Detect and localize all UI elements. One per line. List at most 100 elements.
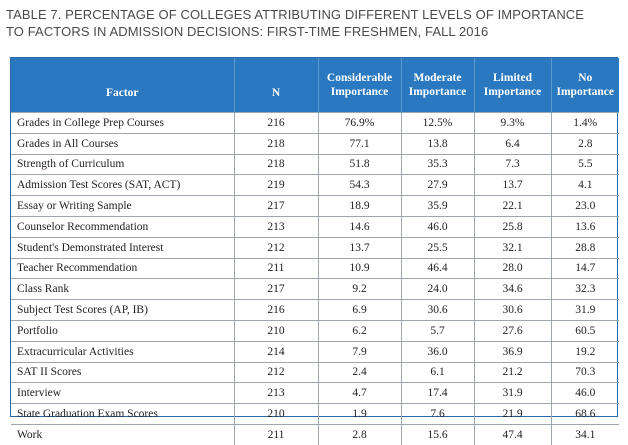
admission-factors-table: Factor N Considerable Importance Moderate… xyxy=(10,57,619,445)
table-row: Teacher Recommendation 211 10.9 46.4 28.0 14.… xyxy=(11,257,619,279)
caption-line-1: TABLE 7. PERCENTAGE OF COLLEGES ATTRIBUT… xyxy=(6,7,585,22)
table-row: SAT II Scores 212 2.4 6.1 21.2 70.3 xyxy=(11,361,619,383)
table-row: Interview 213 4.7 17.4 31.9 46.0 xyxy=(11,382,619,404)
cell-moderate: 17.4 xyxy=(400,382,474,404)
cell-n: 213 xyxy=(233,382,318,404)
cell-none: 28.8 xyxy=(550,236,619,259)
caption-line-2: TO FACTORS IN ADMISSION DECISIONS: FIRST… xyxy=(6,24,489,39)
cell-factor: Grades in All Courses xyxy=(11,132,234,155)
cell-considerable: 14.6 xyxy=(317,215,401,238)
cell-factor: Work xyxy=(11,423,234,445)
header-no: No Importance xyxy=(550,58,619,113)
cell-factor: Teacher Recommendation xyxy=(11,257,234,279)
cell-none: 1.4% xyxy=(550,112,619,134)
table-row: Essay or Writing Sample 217 18.9 35.9 22.1 23… xyxy=(11,195,619,217)
cell-none: 31.9 xyxy=(550,299,619,321)
table-body: Grades in College Prep Courses 216 76.9% 12… xyxy=(11,112,619,445)
cell-n: 216 xyxy=(233,299,318,321)
cell-factor: Admission Test Scores (SAT, ACT) xyxy=(11,174,234,196)
cell-considerable: 4.7 xyxy=(317,382,401,404)
cell-limited: 36.9 xyxy=(473,340,551,363)
table-caption: TABLE 7. PERCENTAGE OF COLLEGES ATTRIBUT… xyxy=(6,6,622,40)
cell-none: 19.2 xyxy=(550,340,619,363)
cell-n: 213 xyxy=(233,215,318,238)
header-limited: Limited Importance xyxy=(473,58,551,113)
header-considerable: Considerable Importance xyxy=(317,58,401,113)
cell-factor: State Graduation Exam Scores xyxy=(11,403,234,425)
cell-considerable: 2.8 xyxy=(317,423,401,445)
table-row: Class Rank 217 9.2 24.0 34.6 32.3 xyxy=(11,278,619,300)
cell-moderate: 5.7 xyxy=(400,319,474,342)
cell-none: 23.0 xyxy=(550,195,619,217)
cell-limited: 31.9 xyxy=(473,382,551,404)
cell-limited: 47.4 xyxy=(473,423,551,445)
table-row: Subject Test Scores (AP, IB) 216 6.9 30.6 30… xyxy=(11,299,619,321)
cell-factor: Grades in College Prep Courses xyxy=(11,112,234,134)
cell-considerable: 7.9 xyxy=(317,340,401,363)
cell-considerable: 51.8 xyxy=(317,153,401,175)
cell-n: 212 xyxy=(233,361,318,383)
table-row: Grades in College Prep Courses 216 76.9% 12… xyxy=(11,112,619,134)
cell-none: 68.6 xyxy=(550,403,619,425)
table-row: Portfolio 210 6.2 5.7 27.6 60.5 xyxy=(11,319,619,342)
cell-considerable: 2.4 xyxy=(317,361,401,383)
cell-factor: Essay or Writing Sample xyxy=(11,195,234,217)
cell-limited: 32.1 xyxy=(473,236,551,259)
cell-moderate: 15.6 xyxy=(400,423,474,445)
cell-none: 13.6 xyxy=(550,215,619,238)
cell-n: 212 xyxy=(233,236,318,259)
header-n: N xyxy=(233,58,318,113)
cell-n: 214 xyxy=(233,340,318,363)
cell-considerable: 54.3 xyxy=(317,174,401,196)
cell-limited: 27.6 xyxy=(473,319,551,342)
table-row: Extracurricular Activities 214 7.9 36.0 36.9… xyxy=(11,340,619,363)
cell-n: 218 xyxy=(233,153,318,175)
cell-limited: 28.0 xyxy=(473,257,551,279)
cell-limited: 22.1 xyxy=(473,195,551,217)
cell-limited: 34.6 xyxy=(473,278,551,300)
table-row: State Graduation Exam Scores 210 1.9 7.6 21.… xyxy=(11,403,619,425)
cell-limited: 7.3 xyxy=(473,153,551,175)
cell-moderate: 25.5 xyxy=(400,236,474,259)
cell-n: 211 xyxy=(233,423,318,445)
cell-none: 46.0 xyxy=(550,382,619,404)
cell-moderate: 12.5% xyxy=(400,112,474,134)
cell-factor: Counselor Recommendation xyxy=(11,215,234,238)
cell-moderate: 7.6 xyxy=(400,403,474,425)
cell-none: 32.3 xyxy=(550,278,619,300)
cell-limited: 25.8 xyxy=(473,215,551,238)
table-row: Admission Test Scores (SAT, ACT) 219 54.3 2… xyxy=(11,174,619,196)
table-row: Work 211 2.8 15.6 47.4 34.1 xyxy=(11,423,619,445)
table-row: Strength of Curriculum 218 51.8 35.3 7.3 5.5 xyxy=(11,153,619,175)
table-row: Grades in All Courses 218 77.1 13.8 6.4 2.8 xyxy=(11,132,619,155)
header-row: Factor N Considerable Importance Moderate… xyxy=(11,58,619,113)
cell-moderate: 27.9 xyxy=(400,174,474,196)
cell-considerable: 76.9% xyxy=(317,112,401,134)
cell-none: 4.1 xyxy=(550,174,619,196)
cell-factor: Portfolio xyxy=(11,319,234,342)
cell-moderate: 24.0 xyxy=(400,278,474,300)
cell-none: 34.1 xyxy=(550,423,619,445)
table-row: Student's Demonstrated Interest 212 13.7 25… xyxy=(11,236,619,259)
data-table: Factor N Considerable Importance Moderate… xyxy=(11,58,619,445)
cell-considerable: 13.7 xyxy=(317,236,401,259)
cell-moderate: 6.1 xyxy=(400,361,474,383)
cell-moderate: 35.9 xyxy=(400,195,474,217)
cell-moderate: 35.3 xyxy=(400,153,474,175)
header-moderate: Moderate Importance xyxy=(400,58,474,113)
cell-n: 219 xyxy=(233,174,318,196)
cell-limited: 30.6 xyxy=(473,299,551,321)
cell-limited: 21.2 xyxy=(473,361,551,383)
cell-factor: Student's Demonstrated Interest xyxy=(11,236,234,259)
cell-none: 2.8 xyxy=(550,132,619,155)
cell-factor: Strength of Curriculum xyxy=(11,153,234,175)
table-row: Counselor Recommendation 213 14.6 46.0 25.8 1… xyxy=(11,215,619,238)
cell-factor: SAT II Scores xyxy=(11,361,234,383)
cell-n: 218 xyxy=(233,132,318,155)
cell-moderate: 30.6 xyxy=(400,299,474,321)
cell-moderate: 46.0 xyxy=(400,215,474,238)
cell-n: 216 xyxy=(233,112,318,134)
cell-factor: Extracurricular Activities xyxy=(11,340,234,363)
cell-n: 210 xyxy=(233,403,318,425)
cell-limited: 21.9 xyxy=(473,403,551,425)
